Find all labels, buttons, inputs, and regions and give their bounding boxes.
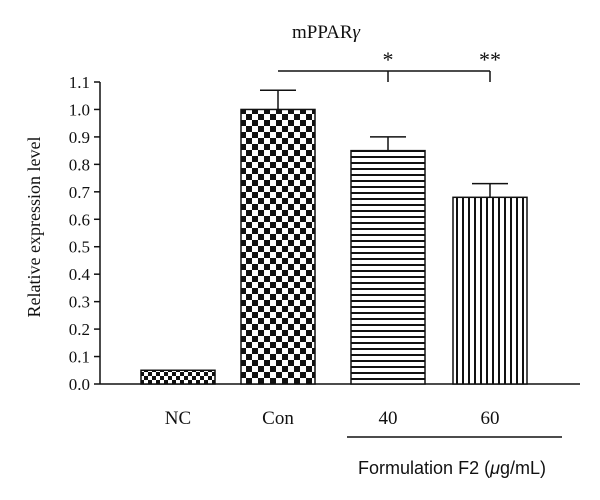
x-tick-label: 40 [379,408,398,429]
y-tick-label: 0.2 [69,320,90,339]
bar-40 [350,149,426,385]
y-tick-label: 0.0 [69,375,90,394]
y-tick-label: 1.0 [69,100,90,119]
y-tick-label: 0.7 [69,183,91,202]
significance-marker: ** [479,47,501,72]
significance-marker: * [383,47,394,72]
y-tick-label: 0.1 [69,348,90,367]
y-tick-label: 0.4 [69,265,91,284]
y-tick-label: 0.9 [69,128,90,147]
y-tick-label: 0.8 [69,155,90,174]
bar-con [240,108,316,385]
significance-brackets: * ** [278,47,501,82]
bar-60 [452,196,528,385]
y-tick-label: 0.6 [69,210,90,229]
y-tick-label: 0.3 [69,293,90,312]
error-bars [260,89,508,198]
y-ticks: 0.0 0.1 0.2 0.3 0.4 0.5 0.6 0.7 0.8 0.9 1.0 1.1 [69,73,100,394]
group-label: Formulation F2 (μg/mL) [358,458,546,478]
chart-title: mPPARγ [292,22,361,43]
y-tick-label: 0.5 [69,238,90,257]
bar-nc [140,369,216,385]
bars [140,108,528,385]
y-tick-label: 1.1 [69,73,90,92]
category-labels: NC Con 40 60 [165,408,500,429]
x-tick-label: Con [262,408,294,429]
x-tick-label: 60 [481,408,500,429]
y-axis-label: Relative expression level [24,137,44,318]
x-tick-label: NC [165,408,191,429]
